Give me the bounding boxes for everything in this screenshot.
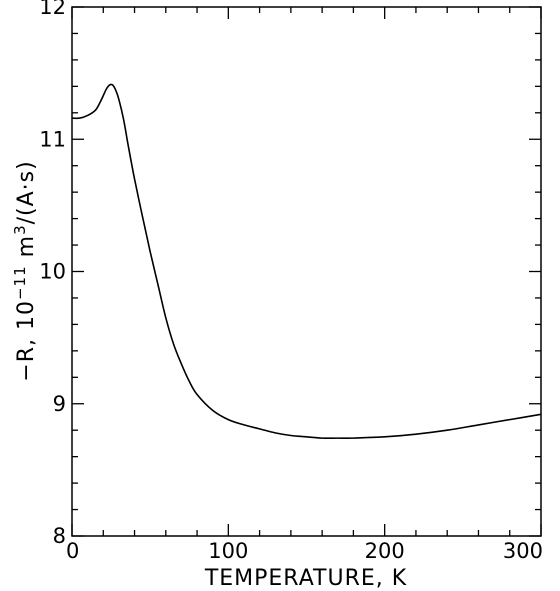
- y-axis-label-unit-exponent: 3: [11, 224, 29, 235]
- y-axis-label-exponent: −11: [11, 265, 29, 300]
- x-axis-label: TEMPERATURE, K: [204, 566, 407, 591]
- tick-labels: 0 100 200 300 8 9 10 11 12: [39, 0, 543, 563]
- x-tick-label: 300: [503, 539, 543, 563]
- plot-frame: [71, 6, 542, 537]
- y-tick-label: 8: [53, 524, 66, 548]
- y-axis-label-unit: m: [14, 235, 39, 265]
- x-tick-label: 100: [208, 539, 248, 563]
- series-line: [71, 83, 542, 440]
- y-tick-label: 12: [39, 0, 66, 19]
- y-tick-label: 10: [39, 260, 66, 284]
- y-tick-label: 9: [53, 392, 66, 416]
- ticks: [71, 6, 542, 537]
- y-axis-label-prefix: −R, 10: [14, 300, 39, 382]
- y-tick-label: 11: [39, 127, 66, 151]
- y-axis-label: −R, 10−11 m3/(A·s): [11, 160, 39, 381]
- y-axis-label-suffix: /(A·s): [14, 160, 39, 224]
- x-tick-label: 0: [66, 539, 79, 563]
- x-tick-label: 200: [365, 539, 405, 563]
